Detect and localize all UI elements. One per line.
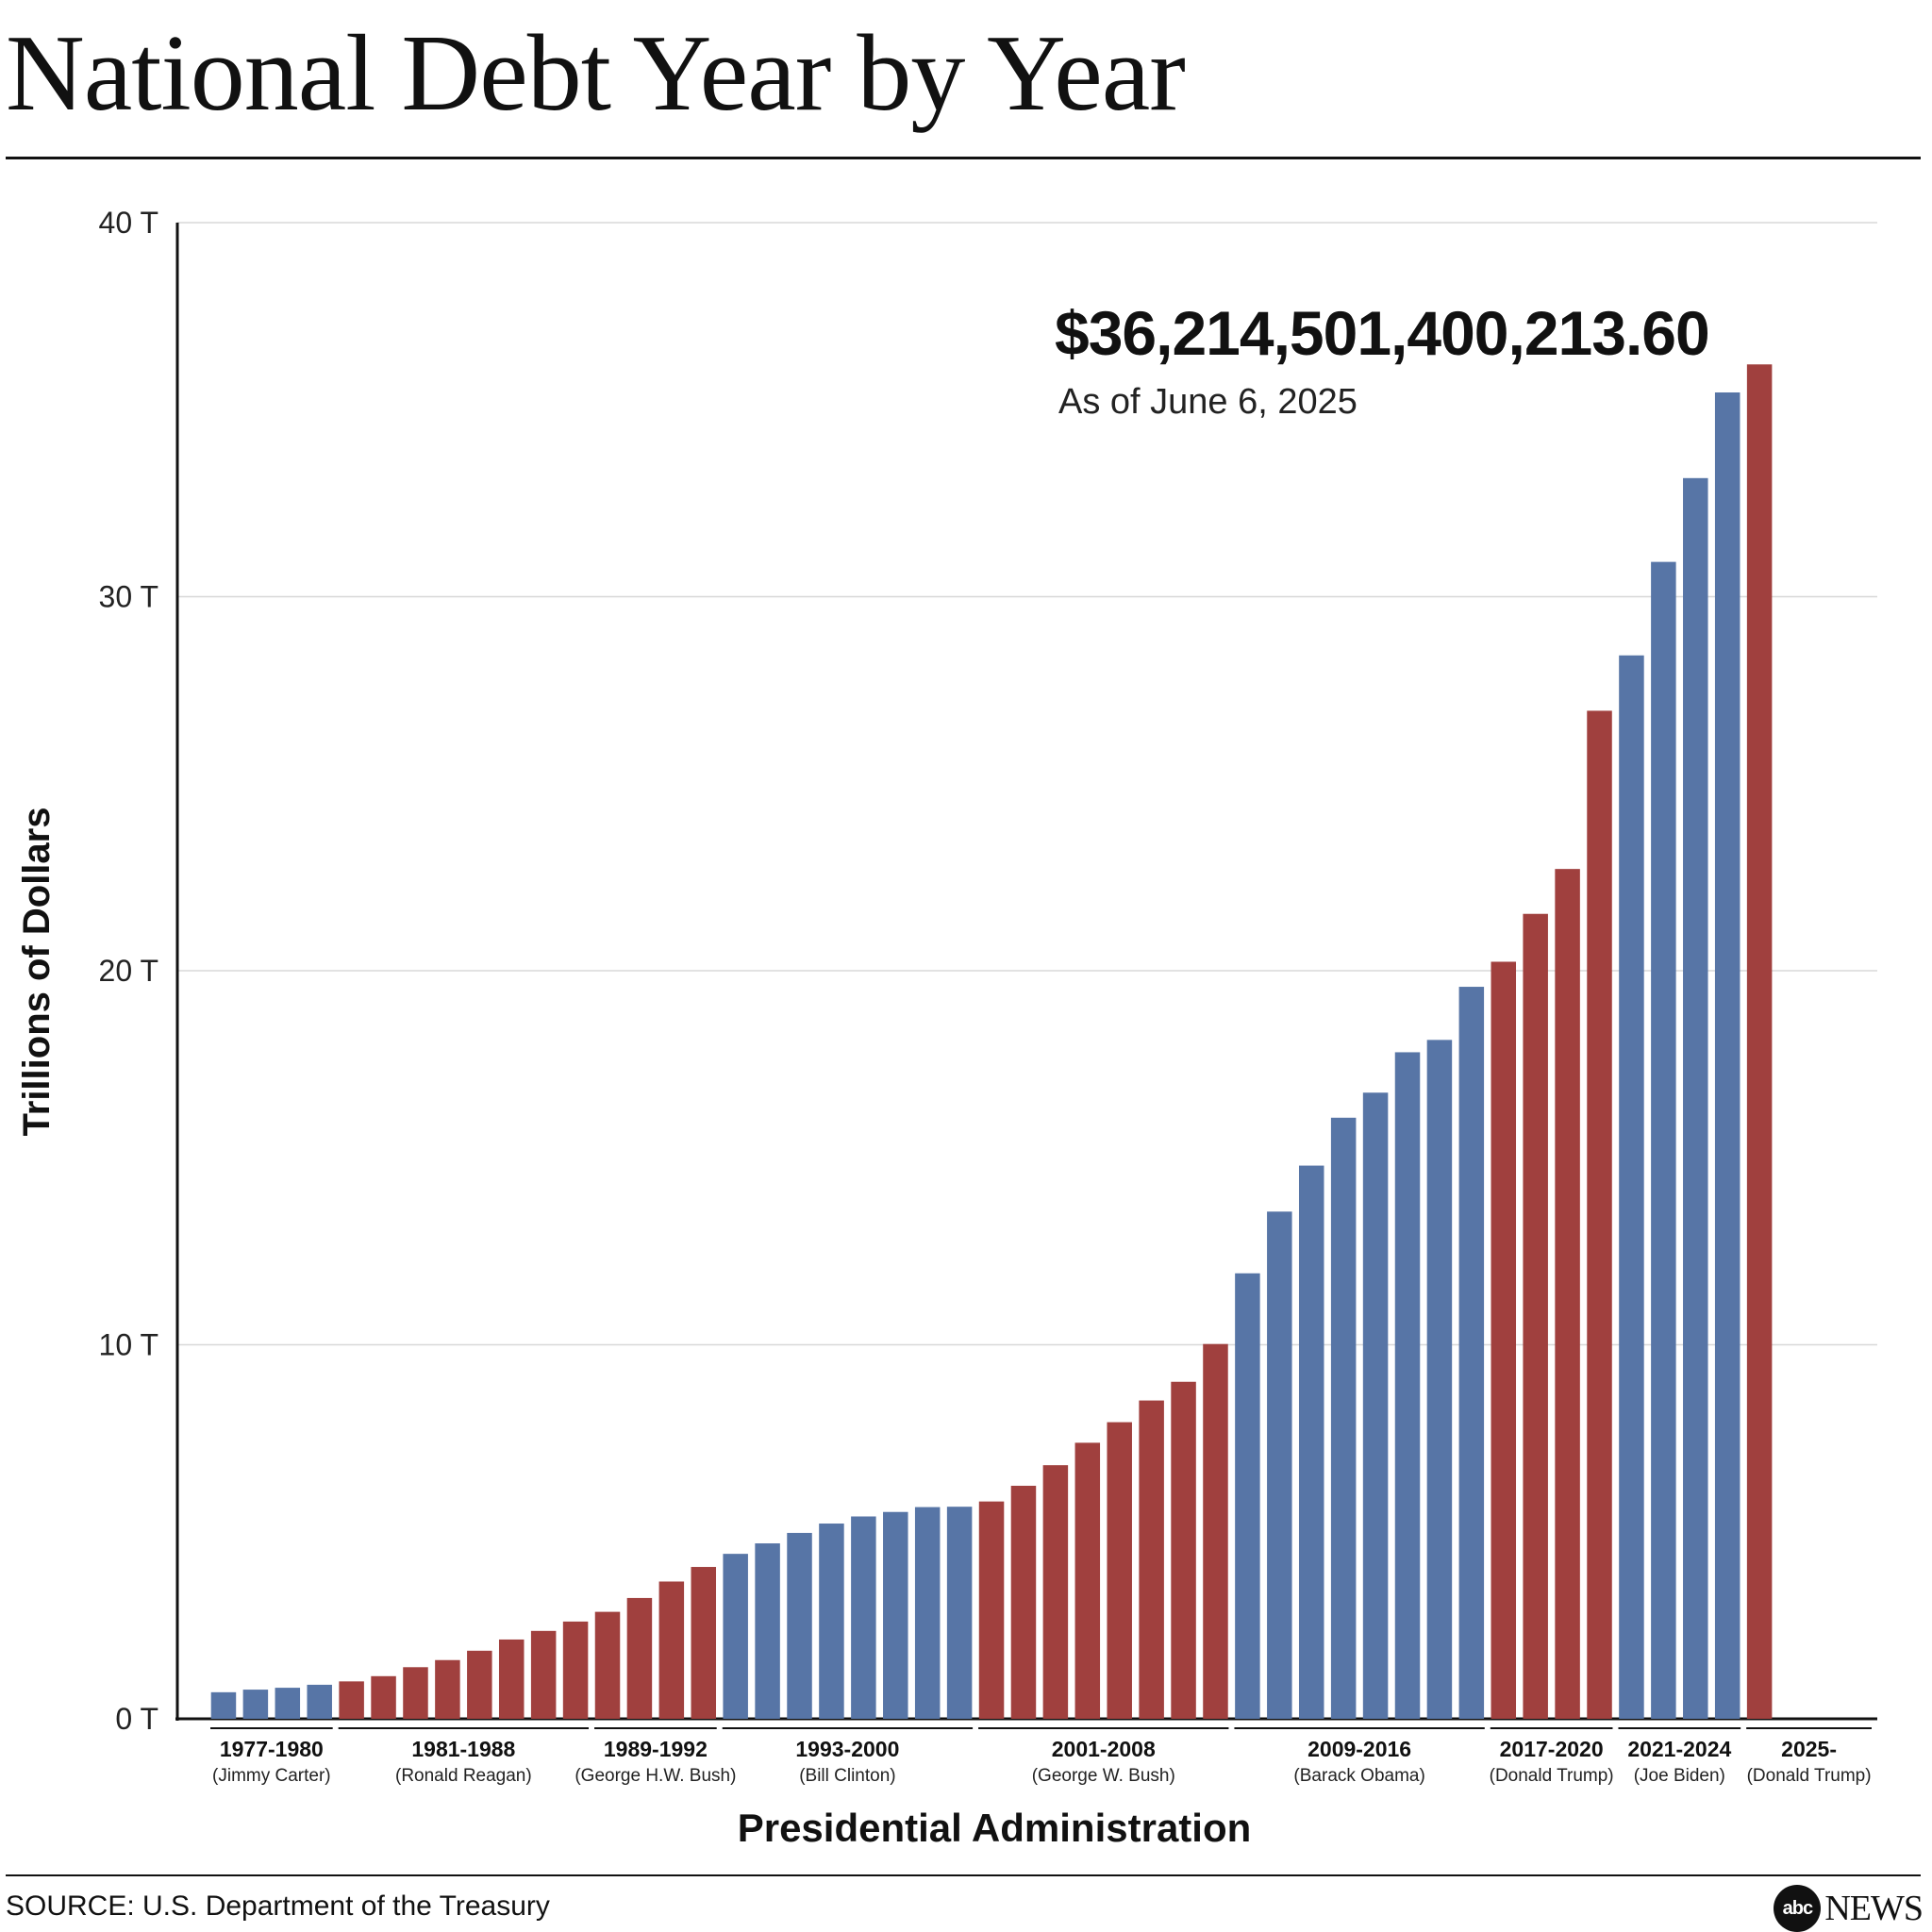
administration-president-label: (George W. Bush) [1032, 1766, 1175, 1786]
administration-years-label: 2009-2016 [1307, 1737, 1411, 1761]
debt-bar [1107, 1422, 1132, 1719]
debt-bar [242, 1690, 269, 1719]
debt-bar [755, 1543, 780, 1719]
administration-years-label: 1981-1988 [411, 1737, 515, 1761]
administration-years-label: 1977-1980 [220, 1737, 324, 1761]
debt-bar [1362, 1092, 1389, 1719]
y-tick-label: 30 T [99, 580, 158, 614]
debt-bar [371, 1675, 396, 1719]
debt-bar [562, 1621, 589, 1719]
administration-years-label: 2021-2024 [1627, 1737, 1731, 1761]
debt-bar [1171, 1381, 1196, 1719]
debt-bar [723, 1554, 748, 1719]
administration-years-label: 1989-1992 [604, 1737, 708, 1761]
debt-bar [307, 1684, 332, 1719]
debt-bar [1523, 913, 1548, 1719]
debt-bar [1074, 1442, 1101, 1719]
y-axis-label: Trillions of Dollars [16, 808, 58, 1137]
news-wordmark: NEWS [1824, 1889, 1924, 1928]
debt-bar [1298, 1165, 1324, 1719]
administration-president-label: (Ronald Reagan) [395, 1766, 532, 1786]
footer-rule [6, 1874, 1921, 1876]
chart-title: National Debt Year by Year [6, 13, 1186, 134]
abc-news-logo: abc NEWS [1774, 1885, 1924, 1932]
debt-bar [339, 1681, 364, 1719]
debt-bar [467, 1650, 492, 1719]
debt-bar [275, 1688, 301, 1719]
debt-bar [1330, 1117, 1357, 1719]
debt-bar [1235, 1273, 1260, 1719]
debt-bar [403, 1667, 428, 1719]
debt-bar [819, 1524, 844, 1719]
debt-bar [883, 1511, 908, 1719]
debt-bar [1139, 1400, 1164, 1719]
abc-logo-mark: abc [1774, 1885, 1822, 1932]
debt-bar [1010, 1485, 1037, 1719]
administration-president-label: (Jimmy Carter) [212, 1766, 331, 1786]
source-note: SOURCE: U.S. Department of the Treasury [6, 1890, 550, 1922]
debt-bar [1203, 1343, 1228, 1719]
administration-president-label: (Donald Trump) [1490, 1766, 1614, 1786]
debt-bar [787, 1532, 812, 1719]
debt-bar [851, 1516, 876, 1719]
administration-president-label: (Donald Trump) [1747, 1766, 1872, 1786]
debt-bar [1714, 392, 1740, 1719]
debt-bar [210, 1691, 237, 1719]
debt-bar [1683, 477, 1708, 1719]
administration-years-label: 2017-2020 [1500, 1737, 1604, 1761]
callout-date-note: As of June 6, 2025 [1058, 382, 1357, 422]
debt-bar [435, 1659, 460, 1719]
y-tick-label: 10 T [99, 1328, 158, 1362]
debt-bar [530, 1630, 557, 1719]
y-tick-label: 40 T [99, 206, 158, 240]
administration-years-label: 2001-2008 [1052, 1737, 1156, 1761]
administration-president-label: (Bill Clinton) [799, 1766, 895, 1786]
administration-years-label: 1993-2000 [795, 1737, 899, 1761]
debt-bar [978, 1501, 1005, 1719]
debt-bar [1394, 1052, 1421, 1719]
debt-bar [1619, 655, 1644, 1719]
debt-bar [626, 1597, 653, 1719]
debt-bar [1555, 869, 1580, 1719]
administration-president-label: (George H.W. Bush) [575, 1766, 736, 1786]
y-tick-label: 0 T [115, 1702, 158, 1736]
debt-bar [1426, 1040, 1453, 1719]
debt-bar [1042, 1465, 1069, 1719]
debt-bar [658, 1581, 685, 1719]
debt-bar [1587, 710, 1612, 1719]
x-axis-label: Presidential Administration [738, 1806, 1252, 1850]
administration-president-label: (Joe Biden) [1634, 1766, 1725, 1786]
current-debt-callout: $36,214,501,400,213.60 [1055, 298, 1709, 368]
administration-years-label: 2025- [1781, 1737, 1837, 1761]
debt-bar [691, 1567, 717, 1719]
debt-bar [1491, 961, 1517, 1719]
debt-bar [914, 1507, 941, 1719]
debt-bar [594, 1611, 621, 1719]
administration-president-label: (Barack Obama) [1293, 1766, 1424, 1786]
debt-bar [946, 1507, 973, 1719]
debt-bar [498, 1639, 525, 1719]
debt-bar [1746, 364, 1773, 1720]
y-tick-label: 20 T [99, 954, 158, 988]
debt-bar [1267, 1211, 1292, 1719]
debt-bar [1651, 561, 1676, 1719]
debt-bar-chart: 0 T 10 T 20 T 30 T 40 T Trillions of Dollars 1… [16, 206, 1877, 1850]
title-rule [6, 157, 1921, 159]
debt-bar [1458, 987, 1485, 1719]
